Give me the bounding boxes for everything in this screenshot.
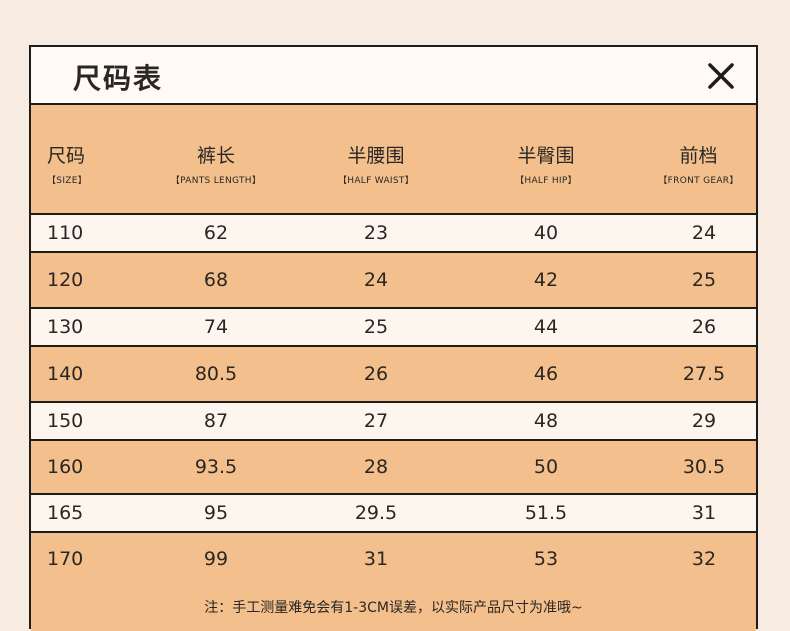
size-cell: 170: [47, 548, 84, 570]
half-waist-cell: 31: [363, 548, 389, 570]
size-cell: 150: [47, 410, 84, 432]
half-waist-cell: 23: [363, 222, 389, 244]
pants-length-cell: 68: [203, 269, 229, 291]
half-hip-cell: 53: [533, 548, 559, 570]
size-cell: 165: [47, 502, 84, 524]
page-title: 尺码表: [73, 62, 164, 95]
half-waist-cell: 28: [363, 456, 389, 478]
header-pants-length-zh: 裤长: [196, 145, 235, 167]
header-half-waist: 半腰围 【HALF WAIST】: [311, 145, 441, 187]
header-pants-length-en: 【PANTS LENGTH】: [170, 176, 262, 186]
table-row: 140 80.5 26 46 27.5: [31, 345, 756, 401]
half-waist-cell: 29.5: [354, 502, 398, 524]
table-row: 130 74 25 44 26: [31, 307, 756, 345]
half-hip-cell: 46: [533, 363, 559, 385]
table-row: 170 99 31 53 32: [31, 531, 756, 585]
header-front-gear-en: 【FRONT GEAR】: [658, 176, 739, 186]
header-half-waist-en: 【HALF WAIST】: [337, 176, 414, 186]
front-gear-cell: 27.5: [682, 363, 726, 385]
header-front-gear: 前档 【FRONT GEAR】: [641, 145, 756, 187]
header-size: 尺码 【SIZE】: [47, 145, 97, 187]
size-cell: 120: [47, 269, 84, 291]
header-half-waist-zh: 半腰围: [347, 145, 405, 167]
pants-length-cell: 74: [203, 316, 229, 338]
table-row: 120 68 24 42 25: [31, 251, 756, 307]
half-hip-cell: 50: [533, 456, 559, 478]
title-bar: 尺码表: [31, 47, 756, 105]
header-front-gear-zh: 前档: [679, 145, 718, 167]
table-row: 160 93.5 28 50 30.5: [31, 439, 756, 493]
front-gear-cell: 24: [691, 222, 717, 244]
table-header: 尺码 【SIZE】 裤长 【PANTS LENGTH】 半腰围 【HALF WA…: [31, 105, 756, 213]
pants-length-cell: 87: [203, 410, 229, 432]
pants-length-cell: 62: [203, 222, 229, 244]
half-waist-cell: 25: [363, 316, 389, 338]
header-pants-length: 裤长 【PANTS LENGTH】: [151, 145, 281, 187]
header-half-hip: 半臀围 【HALF HIP】: [481, 145, 611, 187]
front-gear-cell: 30.5: [682, 456, 726, 478]
pants-length-cell: 95: [203, 502, 229, 524]
front-gear-cell: 32: [691, 548, 717, 570]
half-hip-cell: 44: [533, 316, 559, 338]
header-size-en: 【SIZE】: [47, 176, 88, 186]
size-cell: 140: [47, 363, 84, 385]
header-half-hip-en: 【HALF HIP】: [515, 176, 577, 186]
size-chart-card: 尺码表 尺码 【SIZE】 裤长 【PANTS LENGTH】 半腰围 【HAL…: [29, 45, 758, 631]
front-gear-cell: 26: [691, 316, 717, 338]
header-half-hip-zh: 半臀围: [517, 145, 575, 167]
table-row: 110 62 23 40 24: [31, 213, 756, 251]
close-icon: [708, 63, 734, 89]
half-waist-cell: 26: [363, 363, 389, 385]
half-hip-cell: 42: [533, 269, 559, 291]
half-waist-cell: 27: [363, 410, 389, 432]
half-waist-cell: 24: [363, 269, 389, 291]
pants-length-cell: 93.5: [194, 456, 238, 478]
header-size-zh: 尺码: [47, 145, 86, 167]
close-button[interactable]: [706, 57, 736, 91]
half-hip-cell: 48: [533, 410, 559, 432]
size-cell: 130: [47, 316, 84, 338]
table-row: 150 87 27 48 29: [31, 401, 756, 439]
size-cell: 110: [47, 222, 84, 244]
pants-length-cell: 80.5: [194, 363, 238, 385]
measurement-note: 注：手工测量难免会有1-3CM误差，以实际产品尺寸为准哦~: [204, 600, 583, 616]
size-cell: 160: [47, 456, 84, 478]
table-row: 165 95 29.5 51.5 31: [31, 493, 756, 531]
half-hip-cell: 51.5: [524, 502, 568, 524]
pants-length-cell: 99: [203, 548, 229, 570]
front-gear-cell: 25: [691, 269, 717, 291]
front-gear-cell: 31: [691, 502, 717, 524]
front-gear-cell: 29: [691, 410, 717, 432]
half-hip-cell: 40: [533, 222, 559, 244]
footer-note-area: 注：手工测量难免会有1-3CM误差，以实际产品尺寸为准哦~: [31, 585, 756, 631]
